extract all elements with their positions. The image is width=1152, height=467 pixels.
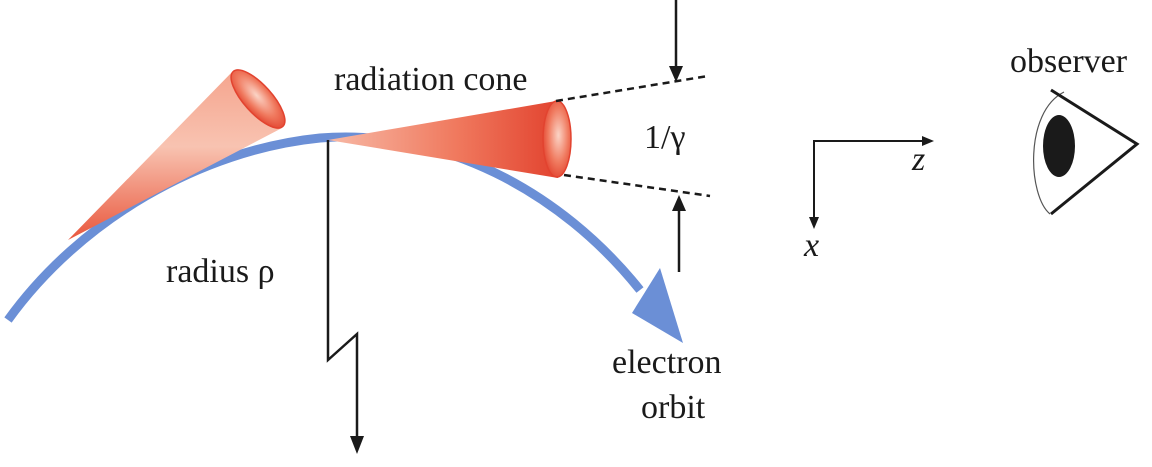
label-axis-x: x: [803, 227, 819, 264]
label-angle: 1/γ: [644, 119, 685, 156]
eye-pupil: [1043, 115, 1075, 177]
radius-arrowhead: [350, 436, 364, 454]
label-electron-orbit-line2: orbit: [641, 389, 706, 426]
label-radius: radius ρ: [166, 253, 275, 290]
label-radiation-cone: radiation cone: [334, 61, 528, 98]
angle-arrowhead-bottom: [672, 195, 686, 211]
observer-eye-icon: [1032, 88, 1140, 216]
cone-edge-upper-dashed: [555, 74, 709, 103]
z-axis-arrowhead: [922, 136, 934, 146]
label-electron-orbit-line1: electron: [612, 344, 722, 381]
label-axis-z: z: [911, 141, 925, 178]
electron-orbit-arrowhead: [632, 268, 683, 343]
electron-orbit-curve: [4, 132, 644, 323]
radiation-cone-back: [68, 69, 286, 240]
angle-arrowhead-top: [669, 66, 683, 82]
x-axis-arrowhead: [809, 217, 819, 229]
radiation-cone-front: [328, 100, 572, 178]
cone-edge-lower-dashed: [563, 173, 711, 198]
coordinate-axes: [809, 136, 934, 229]
label-observer: observer: [1010, 43, 1128, 80]
radius-line: [326, 140, 359, 438]
